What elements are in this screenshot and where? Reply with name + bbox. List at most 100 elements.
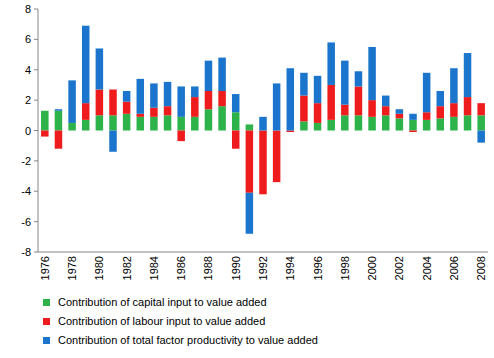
bar <box>41 131 49 137</box>
bar <box>259 131 267 195</box>
bar <box>96 48 104 89</box>
legend-swatch <box>43 318 50 325</box>
bar <box>396 118 404 130</box>
x-tick-label: 2006 <box>448 256 460 280</box>
bar <box>164 115 172 130</box>
bar <box>123 114 130 131</box>
y-tick <box>34 9 38 10</box>
bar <box>109 89 117 115</box>
bar <box>150 108 158 117</box>
bar <box>368 117 376 131</box>
y-tick-label: -8 <box>21 246 31 258</box>
bar <box>409 114 417 120</box>
bar <box>437 91 445 106</box>
bar <box>423 112 431 120</box>
y-tick-label: -2 <box>21 155 31 167</box>
legend-label: Contribution of labour input to value ad… <box>58 315 265 327</box>
bar <box>314 123 322 131</box>
y-tick <box>34 100 38 101</box>
bar <box>246 131 254 193</box>
bar <box>382 106 390 115</box>
bar <box>164 106 172 115</box>
legend-label: Contribution of total factor productivit… <box>58 334 318 346</box>
bar <box>164 82 172 106</box>
x-tick-label: 1986 <box>175 256 187 280</box>
y-tick <box>34 160 38 161</box>
bar <box>409 120 417 131</box>
y-tick-label: 2 <box>25 94 31 106</box>
bar <box>423 120 431 131</box>
bar <box>177 117 185 131</box>
y-tick <box>34 39 38 40</box>
x-tick-label: 1994 <box>284 256 296 280</box>
bar <box>109 131 117 152</box>
y-tick-label: -6 <box>21 216 31 228</box>
bar <box>314 103 322 123</box>
bars <box>41 26 485 234</box>
bar <box>55 111 63 131</box>
bar <box>259 117 267 131</box>
legend-label: Contribution of capital input to value a… <box>58 296 267 308</box>
bar <box>273 83 281 130</box>
bar <box>177 86 185 116</box>
x-tick-label: 1998 <box>339 256 351 280</box>
y-tick <box>34 252 38 253</box>
bar <box>191 97 199 117</box>
x-tick-label: 2000 <box>366 256 378 280</box>
bar <box>464 53 472 97</box>
legend-swatch <box>43 299 50 306</box>
bar <box>205 61 213 91</box>
bar <box>177 131 185 142</box>
bar <box>205 91 213 109</box>
bar <box>137 114 145 117</box>
x-tick-label: 1980 <box>93 256 105 280</box>
bar <box>273 131 281 183</box>
bar <box>96 89 104 115</box>
bar <box>123 102 130 114</box>
bar <box>41 110 49 111</box>
chart: -8-6-4-202468197619781980198219841986198… <box>0 0 494 358</box>
x-tick-label: 1992 <box>257 256 269 280</box>
bar <box>314 76 322 103</box>
bar <box>382 96 390 107</box>
bar <box>300 96 308 122</box>
bar <box>232 112 240 130</box>
bar <box>68 123 76 131</box>
bar <box>82 103 90 120</box>
bar <box>382 115 390 130</box>
bar <box>396 114 404 119</box>
bar <box>41 111 49 131</box>
y-tick <box>34 221 38 222</box>
x-tick-label: 1978 <box>66 256 78 280</box>
bar <box>82 26 90 103</box>
y-tick <box>34 130 38 131</box>
bar <box>450 68 458 103</box>
bar <box>109 115 117 130</box>
y-tick-label: 0 <box>25 125 31 137</box>
bar <box>218 58 226 91</box>
bar <box>287 68 295 130</box>
bar <box>300 121 308 130</box>
bar <box>150 117 158 131</box>
bar <box>355 115 363 130</box>
bar <box>137 79 145 114</box>
y-tick-label: 6 <box>25 33 31 45</box>
bar <box>191 117 199 131</box>
bar <box>396 109 404 114</box>
bar <box>55 109 63 111</box>
bar <box>423 73 431 112</box>
bar <box>341 61 349 105</box>
bar <box>477 131 485 143</box>
bar <box>82 120 90 131</box>
bar <box>232 131 240 149</box>
y-tick <box>34 69 38 70</box>
bar <box>327 85 335 120</box>
bar <box>300 73 308 96</box>
x-tick-label: 2008 <box>475 256 487 280</box>
bar <box>368 100 376 117</box>
x-tick-label: 1988 <box>202 256 214 280</box>
bar <box>477 115 485 130</box>
bar <box>450 103 458 117</box>
bar <box>355 71 363 86</box>
x-tick-label: 1996 <box>312 256 324 280</box>
